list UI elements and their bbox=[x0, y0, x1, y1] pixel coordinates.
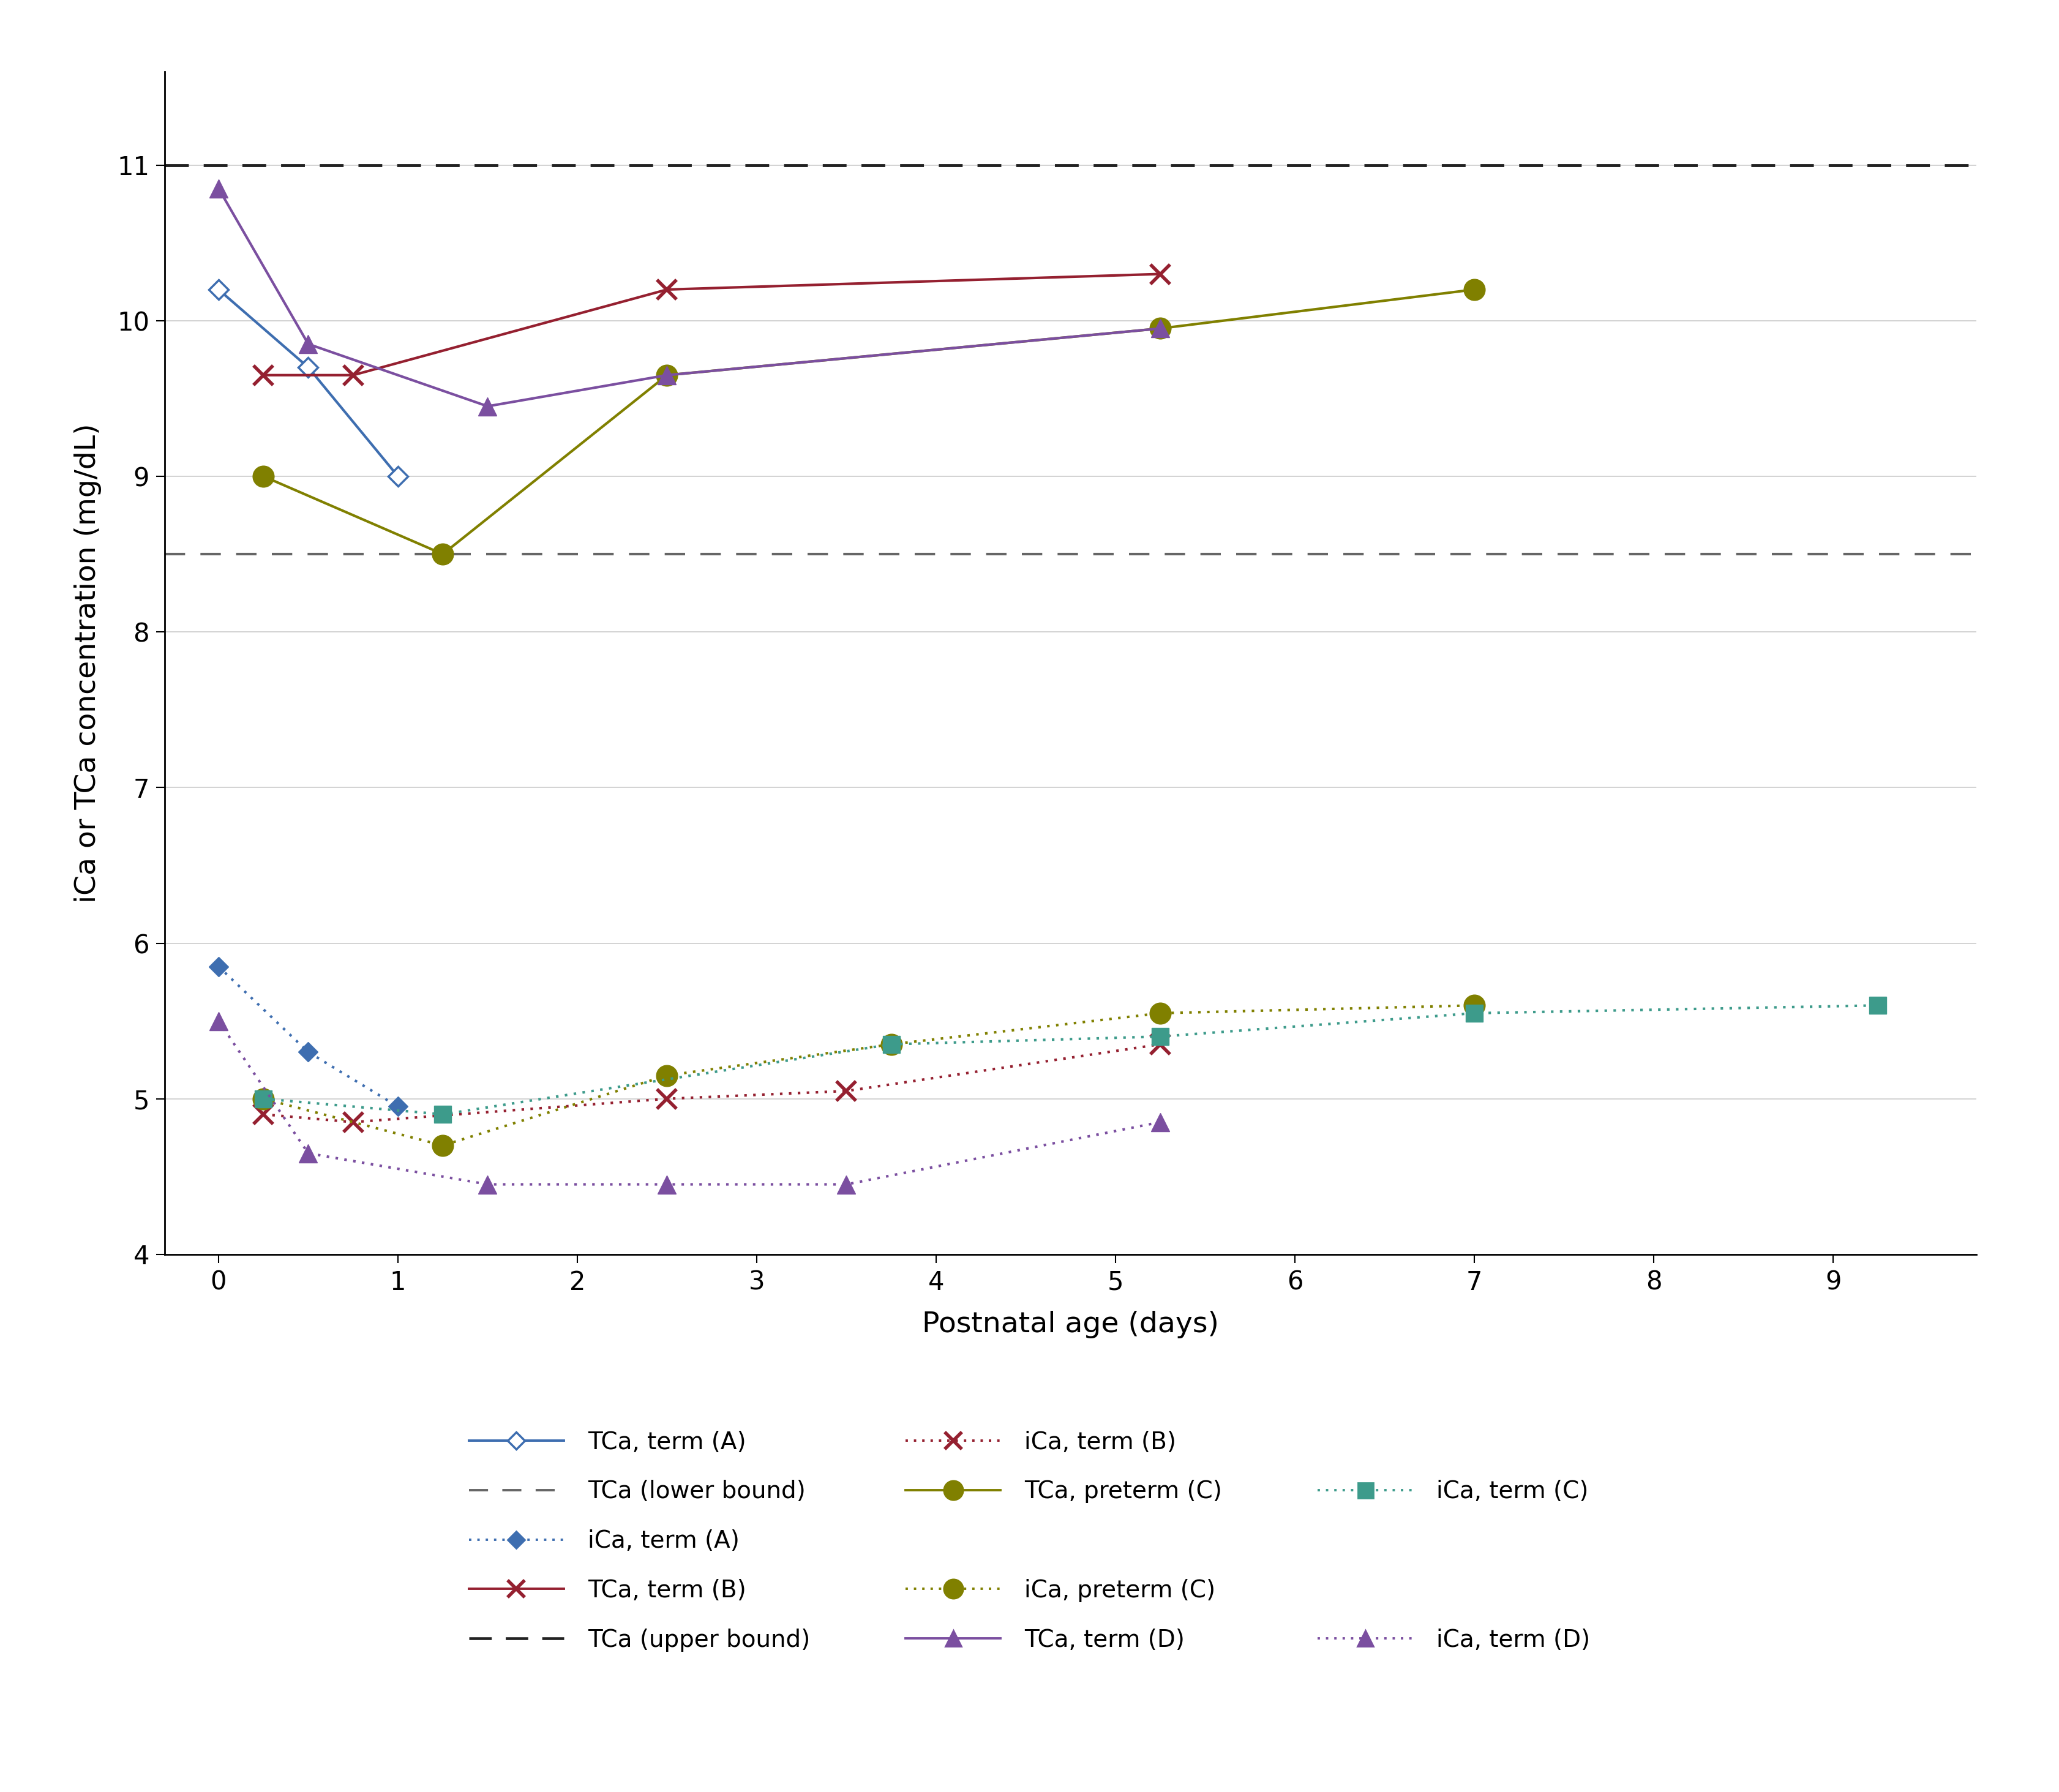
X-axis label: Postnatal age (days): Postnatal age (days) bbox=[922, 1310, 1219, 1339]
Y-axis label: iCa or TCa concentration (mg/dL): iCa or TCa concentration (mg/dL) bbox=[74, 423, 101, 903]
Legend: TCa, term (A), TCa (lower bound), iCa, term (A), TCa, term (B), TCa (upper bound: TCa, term (A), TCa (lower bound), iCa, t… bbox=[469, 1430, 1590, 1652]
